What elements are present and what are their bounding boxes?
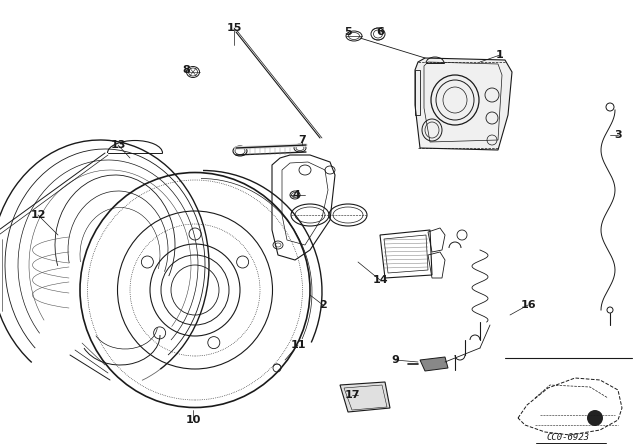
Polygon shape: [420, 357, 448, 371]
Text: 12: 12: [30, 210, 45, 220]
Text: 7: 7: [298, 135, 306, 145]
Text: 8: 8: [182, 65, 190, 75]
Text: 5: 5: [344, 27, 352, 37]
Text: 6: 6: [376, 27, 384, 37]
Circle shape: [587, 410, 603, 426]
Text: 4: 4: [292, 190, 300, 200]
Text: 9: 9: [391, 355, 399, 365]
Text: 13: 13: [110, 140, 125, 150]
Text: 16: 16: [520, 300, 536, 310]
Polygon shape: [340, 382, 390, 412]
Polygon shape: [415, 58, 512, 150]
Text: 17: 17: [344, 390, 360, 400]
Text: 2: 2: [319, 300, 327, 310]
Text: 14: 14: [372, 275, 388, 285]
Text: 3: 3: [614, 130, 622, 140]
Text: 15: 15: [227, 23, 242, 33]
Text: 10: 10: [186, 415, 201, 425]
Text: 1: 1: [496, 50, 504, 60]
Text: CC0-6923: CC0-6923: [547, 433, 589, 442]
Text: 11: 11: [291, 340, 306, 350]
